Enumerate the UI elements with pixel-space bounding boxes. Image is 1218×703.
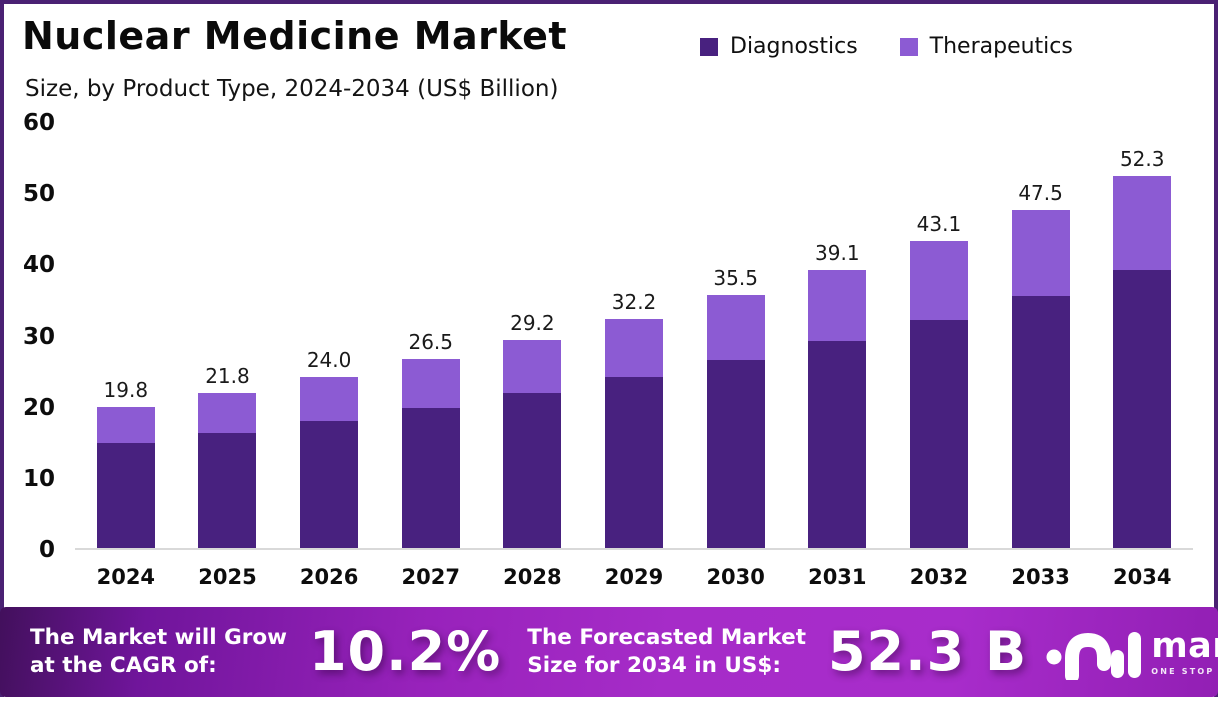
x-tick-label: 2024 (96, 565, 156, 589)
bar-segment-therapeutics (909, 241, 968, 320)
bar-2029: 32.2 (583, 123, 685, 548)
cagr-label-line1: The Market will Grow (30, 625, 287, 651)
bar-segment-diagnostics (300, 420, 359, 548)
forecast-value: 52.3 B (827, 620, 1028, 683)
bar-2026: 24.0 (278, 123, 380, 548)
legend-item-therapeutics: Therapeutics (899, 34, 1073, 59)
x-tick-label: 2027 (401, 565, 460, 589)
x-axis: 2024 2025 2026 2027 2028 2029 2030 2031 2032 2033… (75, 565, 1193, 589)
bar-total-label: 26.5 (408, 330, 453, 355)
bar-2033: 47.5 (990, 123, 1092, 548)
bar-segment-diagnostics (198, 432, 257, 548)
x-tick-label: 2028 (503, 565, 562, 589)
bar-total-label: 39.1 (815, 240, 860, 265)
bar-2030: 35.5 (685, 123, 787, 548)
bar-total-label: 47.5 (1018, 180, 1063, 205)
bar-2027: 26.5 (380, 123, 482, 548)
x-tick-label: 2026 (299, 565, 359, 589)
y-tick-label: 50 (22, 181, 55, 208)
legend-marker-icon (899, 37, 918, 56)
y-tick-label: 20 (22, 394, 55, 421)
bar-segment-diagnostics (503, 392, 562, 548)
x-tick-label: 2025 (198, 565, 257, 589)
legend-item-diagnostics: Diagnostics (700, 34, 858, 59)
bar-segment-diagnostics (808, 340, 867, 548)
bar-segment-diagnostics (706, 360, 765, 548)
bar-total-label: 24.0 (306, 348, 352, 373)
forecast-label: The Forecasted Market Size for 2034 in U… (527, 624, 806, 680)
bar-segment-therapeutics (1113, 175, 1172, 271)
x-tick-label: 2030 (706, 565, 765, 589)
bar-total-label: 19.8 (103, 378, 149, 403)
forecast-label-line1: The Forecasted Market (527, 625, 806, 651)
legend-label: Therapeutics (929, 34, 1073, 59)
bar-segment-therapeutics (96, 407, 155, 444)
bar-segment-diagnostics (605, 377, 664, 548)
bar-total-label: 35.5 (713, 266, 758, 291)
bar-segment-therapeutics (706, 295, 765, 361)
y-tick-label: 40 (22, 252, 55, 279)
brand-tagline: ONE STOP SHOP FOR THE REPORTS (1151, 666, 1218, 676)
bar-segment-diagnostics (909, 319, 968, 548)
x-tick-label: 2032 (909, 565, 969, 589)
x-tick-label: 2034 (1113, 565, 1172, 589)
legend-marker-icon (700, 37, 718, 56)
bar-segment-diagnostics (1113, 270, 1172, 548)
y-tick-label: 10 (22, 465, 55, 492)
bar-total-label: 32.2 (611, 289, 657, 314)
x-tick-label: 2033 (1011, 565, 1070, 589)
bar-total-label: 43.1 (916, 212, 962, 237)
bar-segment-diagnostics (401, 407, 460, 548)
y-tick-label: 0 (38, 537, 55, 563)
bar-segment-therapeutics (605, 318, 664, 378)
x-tick-label: 2029 (604, 565, 664, 589)
marketus-icon (1046, 632, 1142, 680)
footer-banner: The Market will Grow at the CAGR of: 10.… (0, 607, 1218, 697)
x-tick-label: 2031 (808, 565, 867, 589)
bar-segment-diagnostics (96, 443, 155, 548)
bar-2025: 21.8 (177, 123, 279, 548)
cagr-label: The Market will Grow at the CAGR of: (30, 624, 287, 680)
bar-2024: 19.8 (75, 123, 177, 548)
bar-segment-therapeutics (503, 340, 562, 393)
y-tick-label: 60 (22, 110, 55, 136)
legend: Diagnostics Therapeutics (700, 34, 1073, 59)
brand-text: market.us ONE STOP SHOP FOR THE REPORTS (1151, 625, 1218, 676)
forecast-label-line2: Size for 2034 in US$: (527, 653, 781, 678)
bar-total-label: 52.3 (1119, 146, 1165, 171)
bar-segment-therapeutics (1011, 209, 1070, 297)
bar-segment-therapeutics (401, 359, 460, 408)
bar-2034: 52.3 (1091, 123, 1193, 548)
cagr-value: 10.2% (308, 620, 502, 683)
bar-2028: 29.2 (482, 123, 584, 548)
legend-label: Diagnostics (730, 34, 858, 59)
y-axis: 0 10 20 30 40 50 60 (7, 110, 65, 563)
bar-2032: 43.1 (888, 123, 990, 548)
bar-segment-therapeutics (198, 392, 257, 433)
bar-segment-therapeutics (808, 269, 867, 341)
page-subtitle: Size, by Product Type, 2024-2034 (US$ Bi… (25, 76, 559, 102)
bar-segment-diagnostics (1011, 296, 1070, 548)
bar-2031: 39.1 (786, 123, 888, 548)
brand-name: market.us (1151, 625, 1218, 666)
brand-logo[interactable]: market.us ONE STOP SHOP FOR THE REPORTS (1045, 624, 1218, 680)
bar-segment-therapeutics (300, 377, 359, 421)
bar-total-label: 21.8 (205, 363, 250, 388)
y-tick-label: 30 (22, 323, 55, 350)
plot-area: 19.8 21.8 24.0 26.5 29.2 32.2 35.5 39.1 43.1 47.5… (75, 123, 1193, 550)
chart: 0 10 20 30 40 50 60 19.8 21.8 24.0 26.5 29.2 32.2 35… (23, 110, 1193, 563)
bar-total-label: 29.2 (510, 311, 555, 336)
cagr-label-line2: at the CAGR of: (30, 653, 217, 678)
page-title: Nuclear Medicine Market (22, 14, 568, 58)
